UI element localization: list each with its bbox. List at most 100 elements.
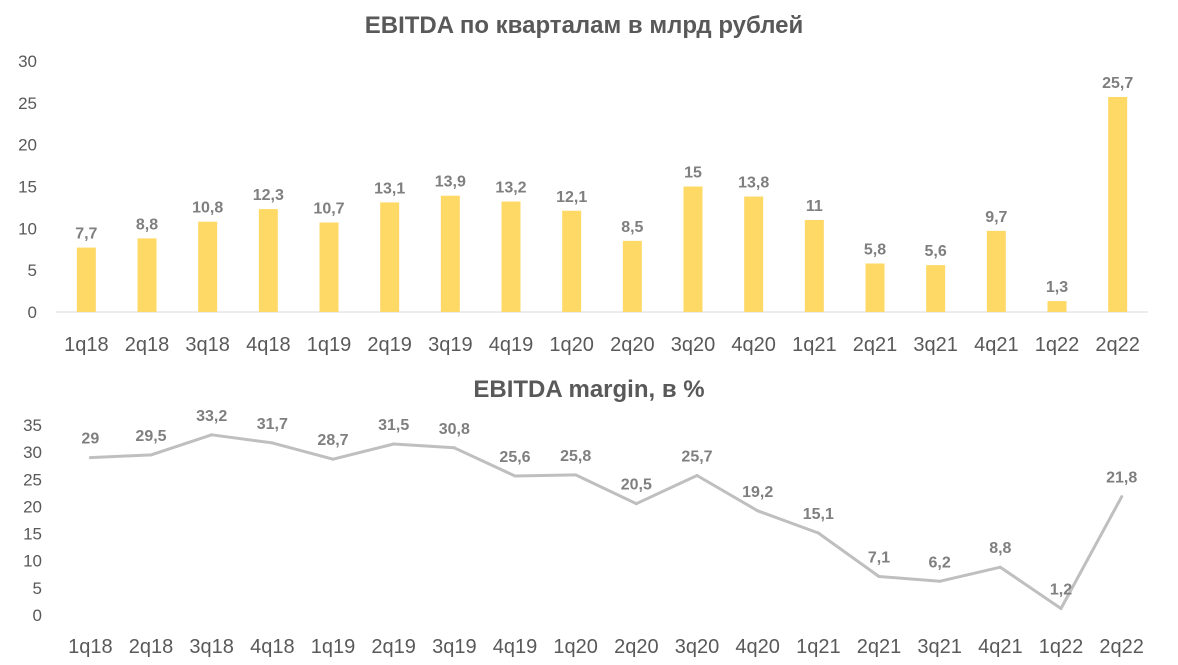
line-point-1q20 (574, 473, 578, 477)
line-x-tick-label: 2q20 (614, 636, 659, 658)
bar-x-tick-label: 4q21 (974, 334, 1019, 356)
line-point-1q18 (88, 456, 92, 460)
margin-series-line (90, 433, 1124, 610)
line-point-3q18 (210, 433, 214, 437)
line-x-tick-label: 2q22 (1099, 636, 1144, 658)
bar-2q18 (137, 238, 157, 312)
bar-data-label: 13,9 (435, 174, 466, 191)
bar-2q22 (1108, 96, 1128, 312)
bar-data-label: 7,7 (75, 226, 97, 243)
bar-4q19 (501, 201, 521, 312)
bar-data-label: 11 (806, 198, 823, 215)
bar-data-label: 25,7 (1102, 75, 1133, 92)
line-x-tick-label: 4q19 (493, 636, 538, 658)
bar-x-tick-label: 1q18 (64, 334, 109, 356)
bar-x-tick-label: 2q21 (853, 334, 898, 356)
line-data-label: 31,7 (257, 416, 288, 433)
line-y-tick-label: 35 (23, 416, 42, 435)
bar-x-tick-label: 1q20 (549, 334, 594, 356)
bar-x-tick-label: 3q21 (913, 334, 958, 356)
line-data-label: 30,8 (439, 421, 470, 438)
bar-y-tick-label: 0 (28, 303, 37, 322)
line-point-4q19 (513, 474, 517, 478)
line-point-3q21 (938, 579, 942, 583)
bar-x-tick-label: 2q22 (1095, 334, 1140, 356)
line-point-1q21 (816, 531, 820, 535)
bar-data-label: 5,6 (925, 243, 947, 260)
bar-data-label: 8,5 (621, 219, 643, 236)
bar-1q20 (562, 210, 582, 312)
bar-data-label: 9,7 (985, 209, 1007, 226)
line-data-label: 25,7 (681, 448, 712, 465)
bar-data-label: 13,2 (495, 180, 526, 197)
line-point-4q18 (270, 441, 274, 445)
bar-4q20 (744, 196, 764, 312)
bar-data-label: 8,8 (136, 216, 158, 233)
line-point-4q21 (998, 565, 1002, 569)
line-y-tick-label: 15 (23, 525, 42, 544)
line-data-label: 33,2 (196, 408, 227, 425)
line-data-label: 8,8 (989, 540, 1011, 557)
line-x-tick-label: 2q21 (857, 636, 902, 658)
bar-data-label: 15 (684, 165, 702, 182)
chart-title-ebitda: EBITDA по кварталам в млрд рублей (365, 12, 804, 39)
line-y-tick-label: 20 (23, 497, 42, 516)
bar-y-tick-label: 25 (18, 94, 37, 113)
line-y-tick-label: 10 (23, 552, 42, 571)
bar-2q21 (865, 263, 885, 312)
line-point-2q18 (149, 453, 153, 457)
bar-x-tick-label: 2q18 (125, 334, 170, 356)
bar-2q20 (622, 240, 642, 312)
line-point-4q20 (756, 509, 760, 513)
bar-3q20 (683, 186, 703, 312)
line-data-label: 29,5 (135, 428, 166, 445)
bar-y-tick-label: 5 (28, 261, 37, 280)
bar-1q19 (319, 222, 339, 312)
line-x-tick-label: 3q19 (432, 636, 477, 658)
line-point-2q22 (1120, 495, 1124, 499)
line-data-label: 6,2 (929, 554, 951, 571)
line-x-tick-label: 1q21 (796, 636, 841, 658)
line-x-tick-label: 4q20 (735, 636, 780, 658)
line-y-tick-label: 5 (33, 579, 42, 598)
bar-x-tick-label: 1q22 (1035, 334, 1080, 356)
bar-x-tick-label: 4q18 (246, 334, 291, 356)
bar-3q19 (440, 195, 460, 312)
line-chart: 0 5 10 15 20 25 30 35 29 1q18 29,5 2q18 33,2 3q18 31,7… (23, 408, 1144, 658)
line-x-tick-label: 1q22 (1039, 636, 1084, 658)
line-y-tick-label: 30 (23, 443, 42, 462)
bar-data-label: 10,7 (313, 200, 344, 217)
bar-1q21 (804, 219, 824, 312)
bar-1q18 (76, 247, 96, 312)
bar-x-tick-label: 4q20 (731, 334, 776, 356)
bar-y-tick-label: 20 (18, 136, 37, 155)
bar-x-tick-label: 2q19 (367, 334, 412, 356)
line-y-tick-label: 25 (23, 470, 42, 489)
line-data-label: 25,8 (560, 448, 591, 465)
line-data-label: 7,1 (868, 549, 890, 566)
line-data-label: 15,1 (803, 506, 834, 523)
chart-title-margin: EBITDA margin, в % (473, 376, 704, 403)
bar-data-label: 12,1 (556, 189, 587, 206)
line-data-label: 21,8 (1106, 470, 1137, 487)
line-x-tick-label: 2q18 (129, 636, 174, 658)
line-x-tick-label: 3q20 (675, 636, 720, 658)
line-point-1q19 (331, 457, 335, 461)
bar-3q21 (926, 265, 946, 312)
bar-x-tick-label: 3q18 (185, 334, 230, 356)
bar-x-tick-label: 4q19 (489, 334, 534, 356)
bar-x-tick-label: 3q19 (428, 334, 473, 356)
bar-x-tick-label: 1q21 (792, 334, 837, 356)
bar-data-label: 13,8 (738, 175, 769, 192)
line-point-2q21 (877, 574, 881, 578)
bar-data-label: 12,3 (253, 187, 284, 204)
line-data-label: 19,2 (742, 484, 773, 501)
bar-3q18 (198, 221, 218, 312)
bar-data-label: 13,1 (374, 180, 405, 197)
line-y-tick-label: 0 (33, 606, 42, 625)
bar-2q19 (380, 202, 400, 312)
bar-x-tick-label: 2q20 (610, 334, 655, 356)
line-x-tick-label: 2q19 (371, 636, 416, 658)
bar-data-label: 5,8 (864, 241, 886, 258)
